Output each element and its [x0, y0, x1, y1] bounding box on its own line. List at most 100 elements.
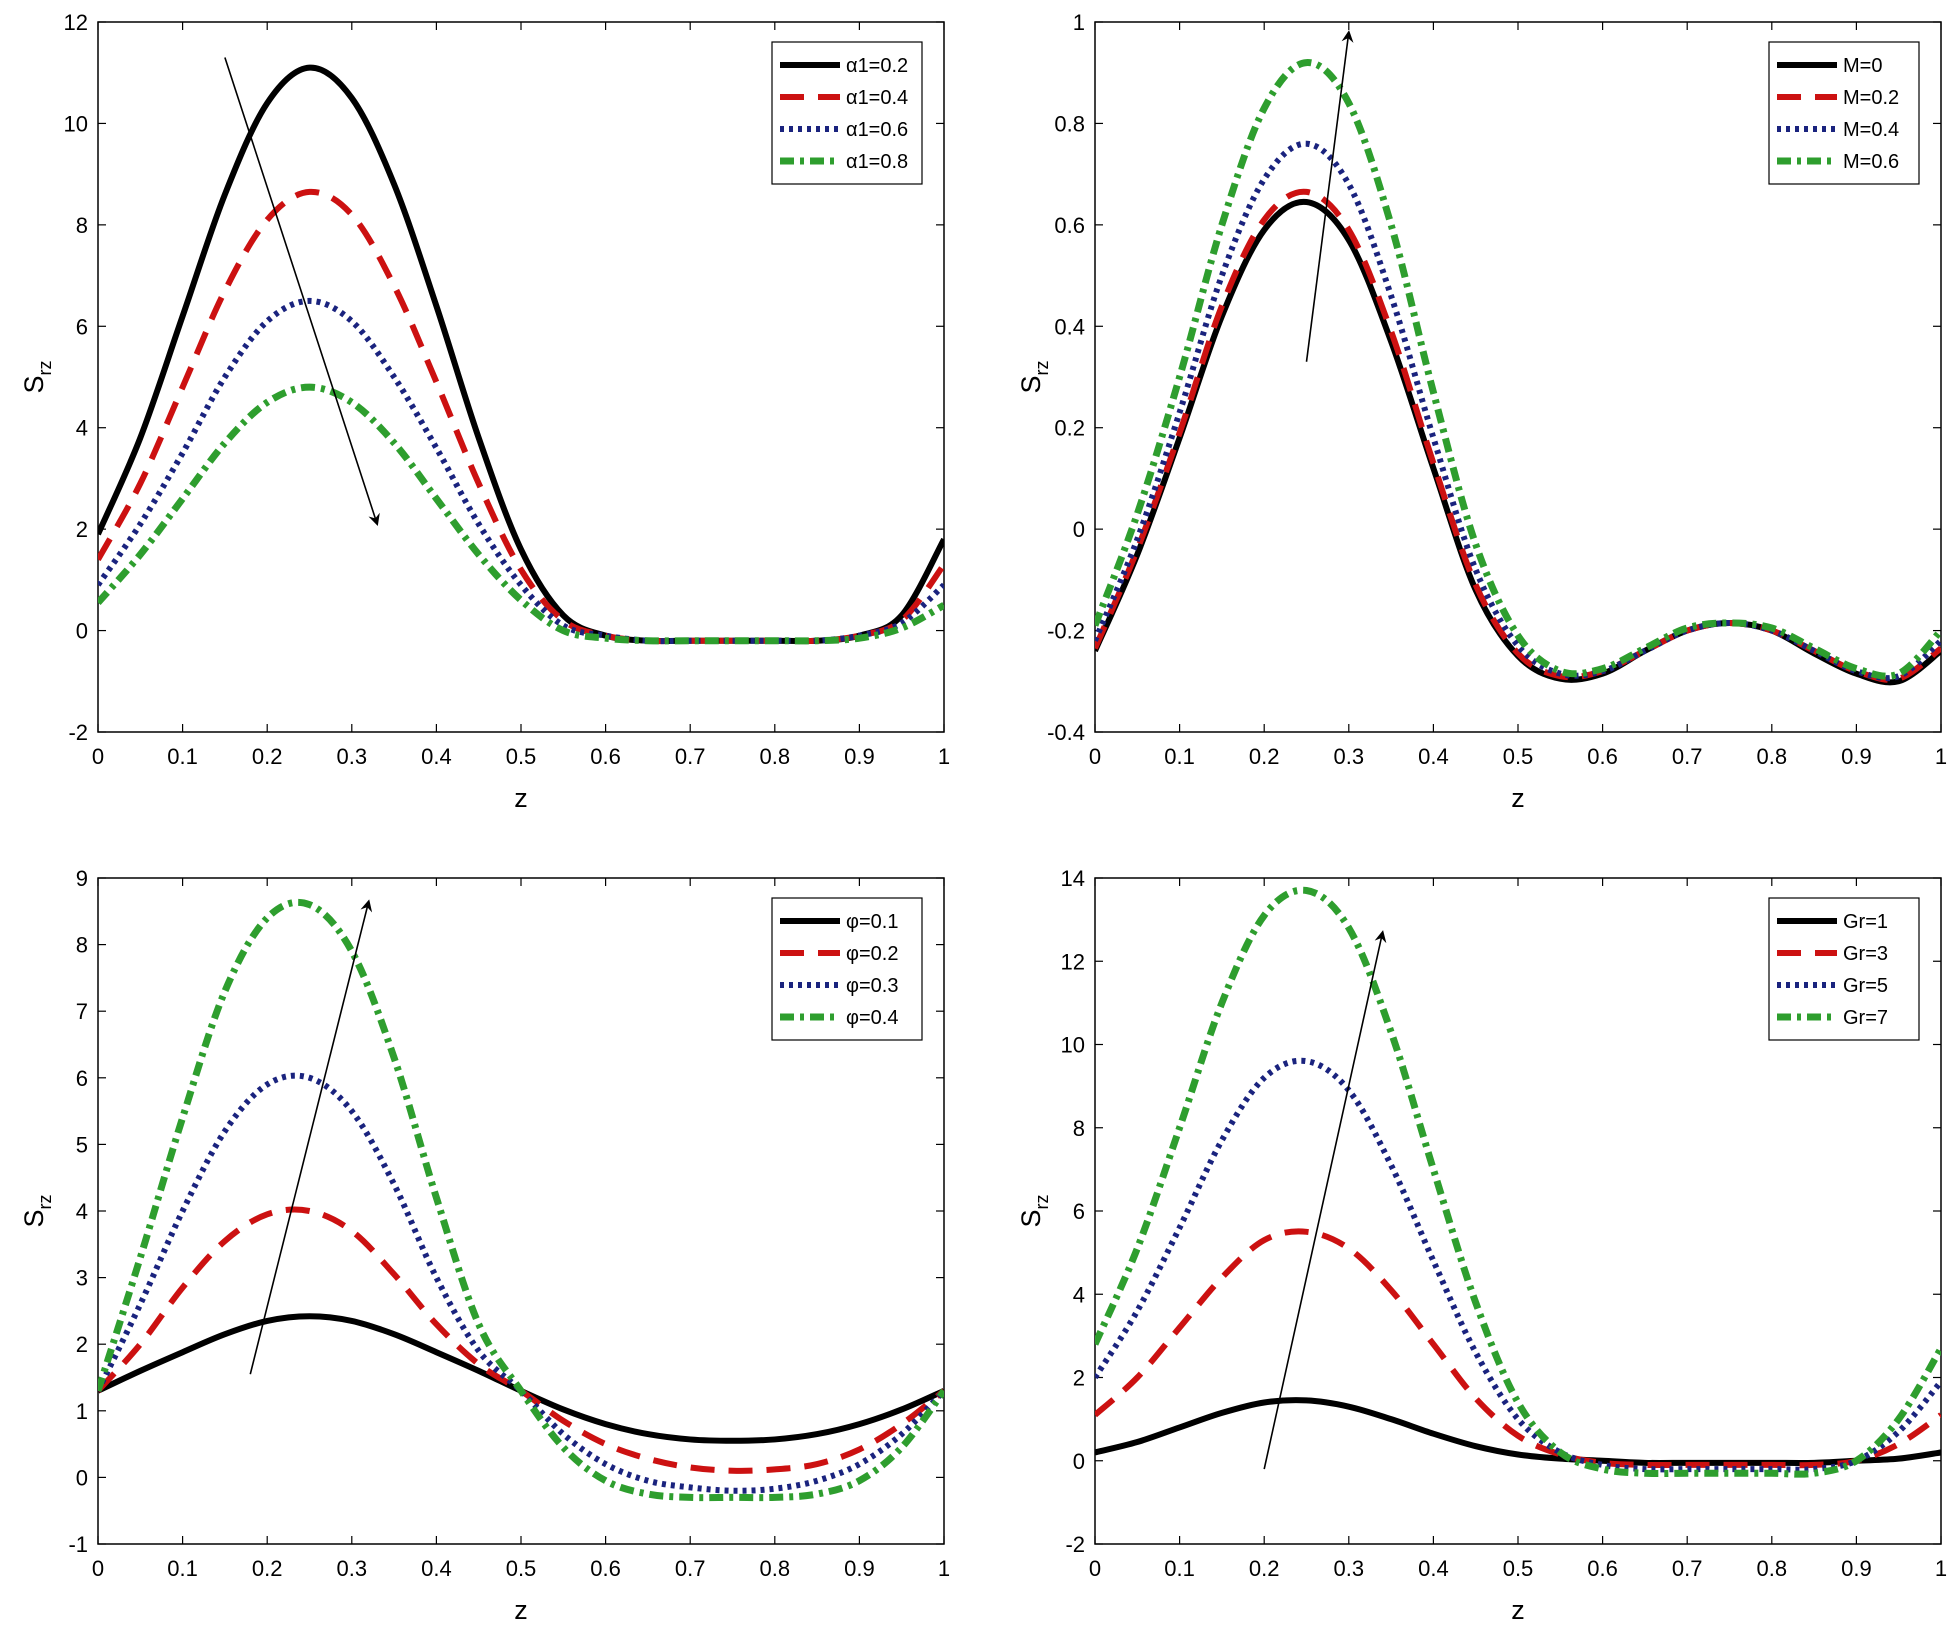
x-tick-label: 0.2 [252, 744, 283, 769]
x-tick-label: 0.5 [506, 1556, 537, 1581]
y-axis-label-subscript: rz [1032, 1194, 1052, 1209]
series-line-4 [1095, 886, 1941, 1478]
x-tick-label: 0 [92, 1556, 104, 1581]
y-tick-label: 0 [76, 1465, 88, 1490]
trend-arrow [1305, 30, 1354, 362]
x-tick-label: 0.8 [1757, 744, 1788, 769]
y-tick-label: 0.4 [1054, 314, 1085, 339]
x-tick-label: 0.6 [590, 744, 621, 769]
x-tick-label: 0.9 [1841, 1556, 1872, 1581]
x-tick-label: 0.9 [844, 744, 875, 769]
x-tick-label: 0.3 [337, 744, 368, 769]
y-tick-label: 0 [1073, 517, 1085, 542]
y-axis-label-main: S [19, 375, 49, 393]
x-tick-label: 0.5 [1503, 744, 1534, 769]
y-tick-label: -2 [1065, 1532, 1085, 1557]
legend-label-4: α1=0.8 [846, 151, 908, 173]
x-tick-label: 0.4 [1418, 744, 1449, 769]
trend-arrow [224, 57, 380, 526]
y-axis-label: Srz [19, 1194, 55, 1227]
series-line-1 [1095, 1397, 1941, 1466]
y-tick-label: 10 [1061, 1033, 1085, 1058]
series-line-4 [98, 383, 944, 645]
legend: M=0 M=0.2 M=0.4 M=0.6 [1768, 41, 1920, 185]
y-tick-label: 4 [1073, 1282, 1085, 1307]
x-axis-label: z [1511, 1595, 1525, 1625]
x-tick-label: 1 [938, 1556, 950, 1581]
x-tick-label: 0.7 [675, 1556, 706, 1581]
x-tick-label: 1 [1935, 1556, 1947, 1581]
legend: Gr=1 Gr=3 Gr=5 Gr=7 [1768, 897, 1920, 1041]
y-tick-label: 2 [76, 517, 88, 542]
series-line-1 [98, 1313, 944, 1444]
y-tick-label: 1 [1073, 10, 1085, 35]
trend-arrow [249, 899, 373, 1375]
x-tick-label: 0.3 [337, 1556, 368, 1581]
y-tick-label: -1 [68, 1532, 88, 1557]
series-group [1095, 59, 1941, 686]
y-tick-label: 6 [76, 1066, 88, 1091]
legend-label-3: Gr=5 [1843, 975, 1888, 997]
y-tick-label: 14 [1061, 866, 1085, 891]
y-tick-label: 9 [76, 866, 88, 891]
x-tick-label: 0.1 [1164, 1556, 1195, 1581]
x-tick-label: 0.1 [167, 1556, 198, 1581]
y-axis-label-subscript: rz [35, 1194, 55, 1209]
y-tick-label: 1 [76, 1399, 88, 1424]
y-tick-label: 0 [76, 619, 88, 644]
x-tick-label: 0.8 [1757, 1556, 1788, 1581]
x-tick-label: 0.5 [1503, 1556, 1534, 1581]
x-tick-label: 0.4 [421, 744, 452, 769]
x-tick-label: 0.7 [675, 744, 706, 769]
legend-label-1: Gr=1 [1843, 911, 1888, 933]
chart-panel-3: 0 0.1 0.2 0.3 0.4 0.5 0.6 0.7 0.8 0.9 1-1012345678… [19, 866, 950, 1625]
x-tick-label: 1 [1935, 744, 1947, 769]
legend-label-3: α1=0.6 [846, 119, 908, 141]
y-tick-label: 12 [64, 10, 88, 35]
legend-label-3: φ=0.3 [846, 975, 898, 997]
legend-label-2: φ=0.2 [846, 943, 898, 965]
y-tick-label: -0.2 [1047, 619, 1085, 644]
x-tick-label: 0.8 [760, 744, 791, 769]
x-tick-label: 0.6 [590, 1556, 621, 1581]
y-tick-label: 6 [1073, 1199, 1085, 1224]
x-tick-label: 0.1 [167, 744, 198, 769]
x-tick-label: 0.8 [760, 1556, 791, 1581]
x-tick-label: 0.2 [1249, 744, 1280, 769]
y-axis-label-main: S [1016, 1209, 1046, 1227]
y-tick-label: 7 [76, 999, 88, 1024]
y-tick-label: 12 [1061, 949, 1085, 974]
y-axis-label-main: S [1016, 375, 1046, 393]
series-line-2 [1095, 1228, 1941, 1469]
y-tick-label: 2 [1073, 1366, 1085, 1391]
x-tick-label: 0 [1089, 744, 1101, 769]
legend-label-4: M=0.6 [1843, 151, 1899, 173]
x-tick-label: 0.7 [1672, 1556, 1703, 1581]
x-tick-label: 0.9 [844, 1556, 875, 1581]
x-tick-label: 0.2 [252, 1556, 283, 1581]
legend-label-4: Gr=7 [1843, 1007, 1888, 1029]
x-axis-label: z [1511, 783, 1525, 813]
series-line-4 [1095, 59, 1941, 680]
x-tick-label: 0.7 [1672, 744, 1703, 769]
x-tick-label: 0.6 [1587, 1556, 1618, 1581]
y-tick-label: 6 [76, 314, 88, 339]
x-tick-label: 0.5 [506, 744, 537, 769]
y-axis-label: Srz [19, 360, 55, 393]
series-line-2 [98, 188, 944, 645]
y-tick-label: 8 [76, 213, 88, 238]
legend-label-2: α1=0.4 [846, 87, 908, 109]
x-tick-label: 1 [938, 744, 950, 769]
y-tick-label: 0.6 [1054, 213, 1085, 238]
series-group [98, 898, 944, 1502]
legend-label-1: α1=0.2 [846, 55, 908, 77]
chart-panel-1: 0 0.1 0.2 0.3 0.4 0.5 0.6 0.7 0.8 0.9 1-2024681012… [19, 10, 950, 813]
y-tick-label: 3 [76, 1266, 88, 1291]
y-axis-label-main: S [19, 1209, 49, 1227]
series-group [1095, 886, 1941, 1478]
y-tick-label: 0 [1073, 1449, 1085, 1474]
x-axis-label: z [514, 1595, 528, 1625]
y-tick-label: 5 [76, 1132, 88, 1157]
x-tick-label: 0.4 [421, 1556, 452, 1581]
y-tick-label: 10 [64, 111, 88, 136]
